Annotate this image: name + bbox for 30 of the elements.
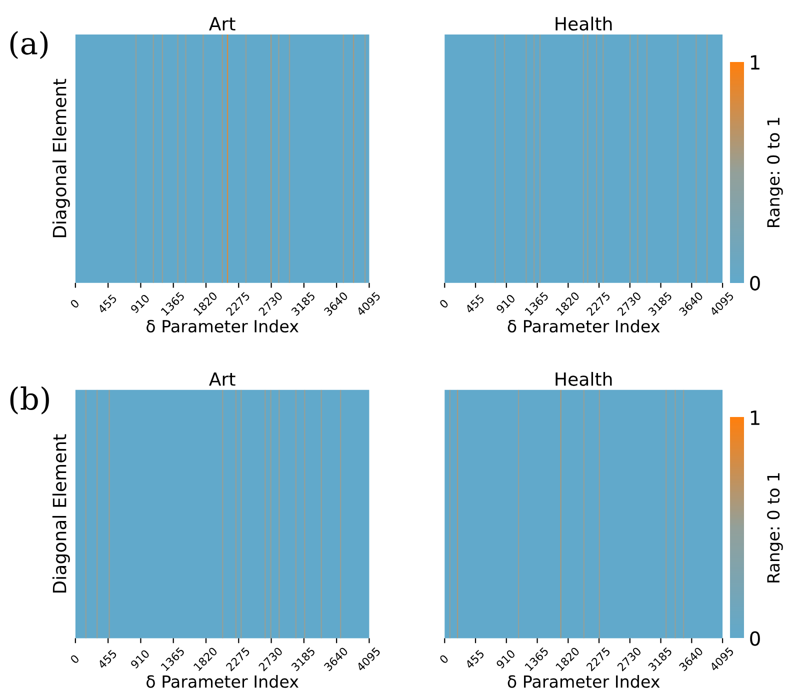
color-bar-label: 1 (750, 410, 760, 425)
y-axis-title: Diagonal Element (52, 434, 70, 593)
x-tick-label: 910 (130, 649, 150, 670)
x-tick-label: 910 (496, 294, 516, 314)
x-axis-title: δ Parameter Index (146, 320, 298, 333)
chart-title: Health (556, 372, 612, 386)
color-bar-label: 0 (750, 631, 760, 646)
x-tick-label: 0 (70, 298, 80, 309)
x-axis-title: δ Parameter Index (508, 674, 660, 688)
x-tick-label: 910 (130, 294, 150, 314)
x-tick-label: 0 (438, 298, 449, 309)
color-bar-label: 1 (750, 55, 760, 70)
y-axis-title: Diagonal Element (52, 78, 70, 238)
x-tick-label: 455 (464, 294, 485, 314)
x-tick-label: 455 (97, 294, 118, 314)
x-tick-label: 455 (97, 649, 118, 670)
chart-title: Health (556, 16, 612, 31)
color-bar-title: Range: 0 to 1 (767, 118, 783, 227)
x-axis-title: δ Parameter Index (146, 674, 298, 688)
color-bar-title: Range: 0 to 1 (767, 473, 783, 582)
x-tick-label: 455 (464, 649, 485, 670)
text: (a) (10, 31, 48, 60)
x-tick-label: 0 (438, 654, 449, 664)
chart-title: Art (209, 17, 236, 30)
color-bar-label: 0 (750, 276, 760, 291)
x-tick-label: 0 (70, 654, 80, 664)
chart-title: Art (209, 372, 236, 386)
text: (b) (10, 386, 49, 414)
x-tick-label: 910 (496, 649, 516, 670)
x-axis-title: δ Parameter Index (508, 320, 660, 333)
